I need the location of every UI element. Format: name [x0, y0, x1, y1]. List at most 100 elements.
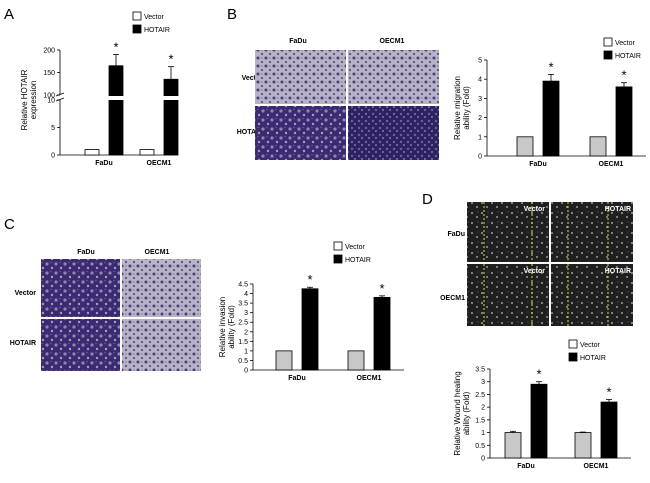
y-tick-label: 3	[478, 96, 482, 103]
bar-break-band	[163, 96, 179, 100]
bar-vector-oecm1	[574, 432, 592, 459]
legend-swatch	[568, 339, 578, 349]
y-tick-label: 1.5	[475, 417, 485, 424]
x-tick-label: FaDu	[517, 463, 535, 470]
micro-col-label-oecm1: OECM1	[145, 249, 170, 256]
micro-row-label-vector: Vector	[242, 75, 264, 82]
bar-hotair-oecm1	[163, 78, 179, 156]
y-tick-label: 3	[481, 379, 485, 386]
micro-row-label-hotair: HOTAIR	[237, 129, 263, 136]
y-tick-label: 150	[43, 70, 55, 77]
legend-label: Vector	[580, 342, 601, 349]
bar-break-band	[108, 96, 124, 100]
y-axis-label-group: Relative Wound healing ability (Fold)	[453, 371, 471, 455]
inset-label-hotair: HOTAIR	[605, 268, 631, 275]
y-tick-label: 10	[47, 98, 55, 105]
y-tick-label: 5	[478, 58, 482, 65]
micrograph-fadu-hotair	[41, 319, 120, 371]
panel-label-a: A	[4, 6, 14, 23]
legend-swatch	[568, 352, 578, 362]
micrograph-oecm1-hotair	[122, 319, 201, 371]
bar-hotair-oecm1	[615, 86, 633, 157]
y-axis-label: ability (Fold)	[462, 86, 471, 130]
legend: Vector HOTAIR	[132, 11, 170, 34]
bar-hotair-fadu	[530, 383, 548, 459]
y-tick-label: 2	[481, 405, 485, 412]
legend-swatch	[333, 241, 343, 251]
legend-label: Vector	[345, 244, 366, 251]
y-tick-label: 5	[51, 125, 55, 132]
significance-star: *	[621, 68, 626, 83]
micrograph-fadu-vector	[41, 259, 120, 317]
panel-label-d: D	[422, 191, 433, 208]
legend-label: HOTAIR	[615, 53, 641, 60]
y-tick-label: 1	[478, 134, 482, 141]
y-tick-label: 2	[244, 329, 248, 336]
y-tick-label: 0	[478, 154, 482, 161]
y-axis-label: Relative migration	[453, 76, 462, 140]
micrograph-oecm1-hotair	[551, 264, 633, 326]
micrograph-oecm1-vector	[348, 50, 439, 104]
legend-label: HOTAIR	[144, 27, 170, 34]
micrograph-fadu-hotair	[255, 106, 346, 160]
inset-label-vector: Vector	[524, 268, 546, 275]
bar-vector-fadu	[84, 149, 100, 156]
x-tick-label: FaDu	[288, 375, 306, 382]
micrograph-fadu-hotair	[551, 202, 633, 262]
axis-break-marks	[55, 92, 65, 102]
legend: Vector HOTAIR	[568, 339, 606, 362]
micrograph-fadu-vector	[467, 202, 549, 262]
legend-swatch	[333, 254, 343, 264]
significance-star: *	[548, 59, 553, 74]
micrograph-oecm1-vector	[122, 259, 201, 317]
y-tick-label: 100	[43, 93, 55, 100]
micrograph-fadu-vector	[255, 50, 346, 104]
y-tick-label: 4.5	[238, 282, 248, 289]
legend-label: Vector	[615, 40, 636, 47]
legend: Vector HOTAIR	[603, 37, 641, 60]
y-axis-label-group: Relative migration ability (Fold)	[453, 76, 471, 140]
y-tick-label: 4	[244, 291, 248, 298]
significance-star: *	[307, 272, 312, 287]
micrograph-oecm1-hotair	[348, 106, 439, 160]
y-axis-label: Relative invasion	[218, 297, 227, 357]
x-tick-label: FaDu	[529, 161, 547, 168]
y-tick-label: 2	[478, 115, 482, 122]
micro-col-label-oecm1: OECM1	[440, 295, 465, 302]
micrograph-oecm1-vector	[467, 264, 549, 326]
legend: Vector HOTAIR	[333, 241, 371, 264]
inset-label-hotair: HOTAIR	[605, 206, 631, 213]
significance-star: *	[536, 367, 541, 382]
significance-star: *	[113, 40, 118, 55]
significance-star: *	[379, 281, 384, 296]
y-tick-label: 0	[244, 368, 248, 375]
bar-vector-fadu	[516, 136, 534, 157]
micro-col-label-fadu: FaDu	[448, 231, 466, 238]
y-axis-label-group: Relative invasion ability (Fold)	[218, 297, 236, 357]
panel-label-b: B	[227, 6, 237, 23]
y-tick-label: 3.5	[238, 301, 248, 308]
bar-hotair-fadu	[542, 80, 560, 157]
y-tick-label: 0.5	[475, 443, 485, 450]
x-tick-label: OECM1	[584, 463, 609, 470]
legend-swatch	[603, 37, 613, 47]
legend-label: HOTAIR	[345, 257, 371, 264]
y-tick-label: 1.5	[238, 339, 248, 346]
bar-vector-oecm1	[139, 149, 155, 156]
y-tick-label: 0.5	[238, 358, 248, 365]
y-axis-label: Relative HOTAIR	[20, 69, 29, 130]
bar-hotair-oecm1	[600, 401, 618, 459]
y-tick-label: 200	[43, 48, 55, 55]
x-tick-label: OECM1	[599, 161, 624, 168]
legend-label: Vector	[144, 14, 165, 21]
y-tick-label: 3	[244, 310, 248, 317]
legend-swatch	[132, 11, 142, 21]
significance-star: *	[606, 385, 611, 400]
significance-star: *	[168, 52, 173, 67]
y-axis-label: Relative Wound healing	[453, 371, 462, 455]
y-tick-label: 4	[478, 77, 482, 84]
bar-vector-oecm1	[589, 136, 607, 157]
micrograph-grid-c: FaDu OECM1 Vector HOTAIR	[10, 249, 201, 371]
micro-col-label-fadu: FaDu	[289, 38, 307, 45]
